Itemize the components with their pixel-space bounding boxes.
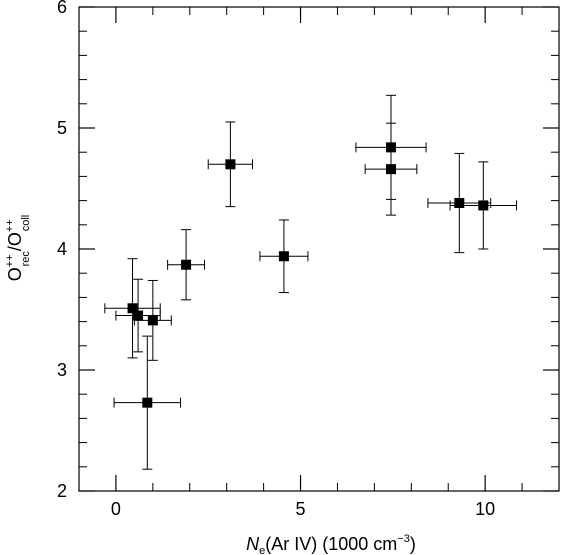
y-tick-label: 2 <box>57 481 67 501</box>
y-axis-label: O++ rec/O++ coll <box>4 215 32 282</box>
x-axis-label: Ne(Ar IV) (1000 cm−3) <box>246 533 416 555</box>
data-point <box>104 258 161 359</box>
square-marker <box>478 200 489 211</box>
data-point <box>364 122 418 216</box>
x-tick-label: 0 <box>111 499 121 519</box>
data-point <box>167 229 206 301</box>
x-label-subscript: e <box>259 545 265 555</box>
major-ticks <box>79 6 559 492</box>
y-label-sub-1: rec <box>20 251 32 267</box>
x-label-variable: N <box>246 534 260 554</box>
square-marker <box>225 159 236 170</box>
y-label-base: O <box>5 267 25 281</box>
square-marker <box>454 198 465 209</box>
data-point <box>207 121 254 208</box>
data-point <box>427 152 492 254</box>
square-marker <box>127 303 138 314</box>
x-label-text: (Ar IV) (1000 cm <box>265 534 397 554</box>
y-label-sup-1: ++ <box>4 254 16 267</box>
y-tick-labels: 2 3 4 5 6 <box>57 0 67 501</box>
y-tick-label: 6 <box>57 0 67 17</box>
square-marker <box>147 315 158 326</box>
y-tick-label: 5 <box>57 118 67 138</box>
y-label-sub-2: coll <box>20 215 32 232</box>
data-point <box>449 161 518 250</box>
data-points <box>104 94 518 470</box>
x-label-superscript: −3 <box>397 533 410 545</box>
x-tick-labels: 0 5 10 <box>111 499 495 519</box>
y-tick-label: 4 <box>57 239 67 259</box>
minor-ticks <box>78 7 560 491</box>
y-label-sup-2: ++ <box>4 219 16 232</box>
square-marker <box>142 397 153 408</box>
data-point <box>113 335 182 470</box>
square-marker <box>278 251 289 262</box>
y-tick-label: 3 <box>57 360 67 380</box>
x-tick-label: 10 <box>475 499 495 519</box>
data-point <box>259 219 309 294</box>
data-point <box>133 279 172 361</box>
square-marker <box>133 310 144 321</box>
square-marker <box>181 259 192 270</box>
y-label-slash: /O <box>5 232 25 251</box>
x-label-close: ) <box>410 534 416 554</box>
x-tick-label: 5 <box>296 499 306 519</box>
square-marker <box>386 164 396 175</box>
